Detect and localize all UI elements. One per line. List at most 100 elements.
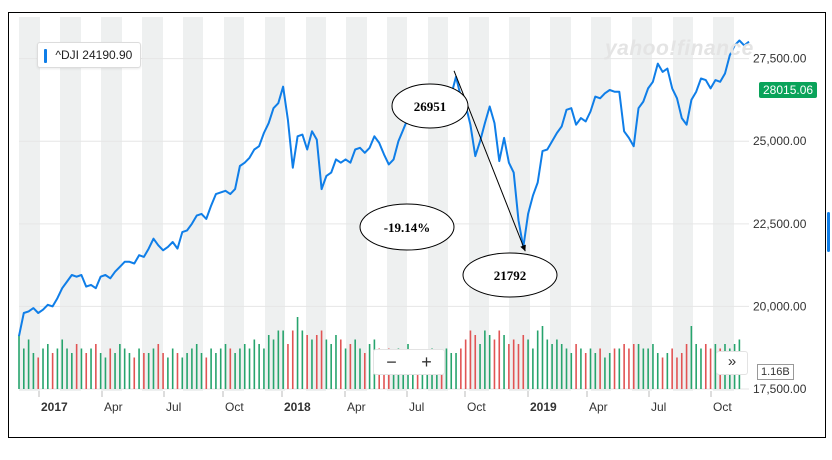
- volume-bar: [47, 344, 49, 389]
- ticker-label[interactable]: ^DJI 24190.90: [37, 42, 142, 68]
- volume-bar: [42, 348, 44, 389]
- volume-bar: [32, 353, 35, 389]
- x-tick-label: 2018: [284, 400, 311, 414]
- volume-bar: [460, 348, 462, 389]
- month-shade: [591, 17, 611, 391]
- volume-bar: [628, 348, 630, 389]
- volume-bar: [647, 348, 649, 389]
- volume-bar: [152, 348, 155, 389]
- change-annotation-label: -19.14%: [384, 220, 431, 235]
- volume-bar: [311, 339, 313, 389]
- volume-bar: [37, 357, 40, 389]
- volume-bar: [335, 335, 337, 389]
- volume-bar: [234, 353, 236, 389]
- volume-bar: [75, 344, 78, 389]
- volume-bar: [171, 348, 174, 389]
- volume-bar: [632, 344, 635, 389]
- y-tick-label: 20,000.00: [753, 299, 807, 313]
- x-tick-label: Apr: [104, 400, 123, 414]
- volume-bar: [27, 339, 30, 389]
- volume-bar: [613, 348, 616, 389]
- volume-bar: [618, 348, 621, 389]
- y-tick-label: 27,500.00: [753, 52, 807, 66]
- volume-bar: [291, 330, 294, 389]
- expand-chart-button[interactable]: »: [716, 351, 748, 375]
- zoom-out-button[interactable]: −: [386, 352, 397, 372]
- volume-bar: [248, 348, 251, 389]
- x-tick-label: Apr: [347, 400, 366, 414]
- volume-bar: [157, 344, 160, 389]
- volume-bar: [464, 339, 467, 389]
- volume-bar: [119, 344, 121, 389]
- month-shade: [306, 17, 326, 391]
- volume-bar: [522, 335, 525, 389]
- series-color-marker: [44, 48, 47, 63]
- volume-bar: [676, 357, 678, 389]
- volume-bar: [263, 348, 265, 389]
- volume-bar: [599, 348, 601, 389]
- volume-bar: [479, 344, 481, 389]
- volume-bar: [176, 353, 179, 389]
- volume-bar: [23, 348, 25, 389]
- volume-bar: [474, 335, 477, 389]
- y-axis-scroll-handle[interactable]: [827, 212, 830, 252]
- volume-bar: [143, 353, 145, 389]
- volume-bar: [61, 339, 64, 389]
- month-shade: [60, 17, 81, 391]
- volume-bar: [167, 357, 169, 389]
- month-shade: [346, 17, 367, 391]
- volume-bar: [623, 344, 625, 389]
- volume-bar: [272, 339, 275, 389]
- volume-bar: [109, 348, 112, 389]
- month-shade: [550, 17, 571, 391]
- yahoo-finance-logo: yahoo!finance: [605, 37, 754, 60]
- volume-bar: [90, 348, 92, 389]
- month-shade: [673, 17, 693, 391]
- x-tick-label: Oct: [225, 400, 244, 414]
- last-price-badge: 28015.06: [759, 82, 818, 98]
- volume-bar: [709, 348, 712, 389]
- volume-bar: [359, 348, 361, 389]
- volume-bar: [330, 344, 332, 389]
- volume-bar: [527, 339, 529, 389]
- month-shade: [183, 17, 203, 391]
- volume-bar: [700, 348, 702, 389]
- peak-annotation-ellipse: [391, 83, 469, 129]
- volume-bar: [484, 330, 486, 389]
- volume-bar: [114, 353, 116, 389]
- volume-bar: [104, 357, 107, 389]
- volume-bar: [306, 335, 308, 389]
- x-tick-label: Oct: [713, 400, 732, 414]
- volume-bar: [594, 353, 597, 389]
- volume-bar: [18, 335, 20, 389]
- volume-bar: [210, 348, 212, 389]
- volume-bar: [354, 339, 356, 389]
- volume-bar: [608, 353, 611, 389]
- volume-bar: [162, 353, 164, 389]
- volume-bar: [296, 317, 299, 389]
- month-shade: [713, 17, 734, 391]
- x-tick-label: Apr: [589, 400, 608, 414]
- zoom-in-button[interactable]: +: [421, 352, 432, 372]
- volume-bar: [690, 326, 693, 389]
- volume-bar: [258, 344, 260, 389]
- volume-bar: [133, 357, 136, 389]
- month-shade: [101, 17, 122, 391]
- volume-bar: [541, 326, 544, 389]
- volume-bar: [147, 353, 150, 389]
- volume-bar: [704, 344, 707, 389]
- volume-bar: [570, 353, 573, 389]
- volume-bar: [488, 335, 491, 389]
- month-shade: [509, 17, 530, 391]
- volume-bar: [301, 330, 304, 389]
- chart-frame: 17,500.00 20,000.00 22,500.00 25,000.00 27,5…: [8, 12, 830, 438]
- volume-bar: [714, 344, 717, 389]
- volume-badge: 1.16B: [757, 364, 794, 380]
- volume-bar: [695, 344, 697, 389]
- volume-bar: [277, 330, 280, 389]
- volume-bar: [195, 344, 198, 389]
- volume-bar: [445, 348, 448, 389]
- price-line: [18, 39, 750, 337]
- x-tick-label: 2019: [530, 400, 557, 414]
- x-tick-label: Jul: [409, 400, 424, 414]
